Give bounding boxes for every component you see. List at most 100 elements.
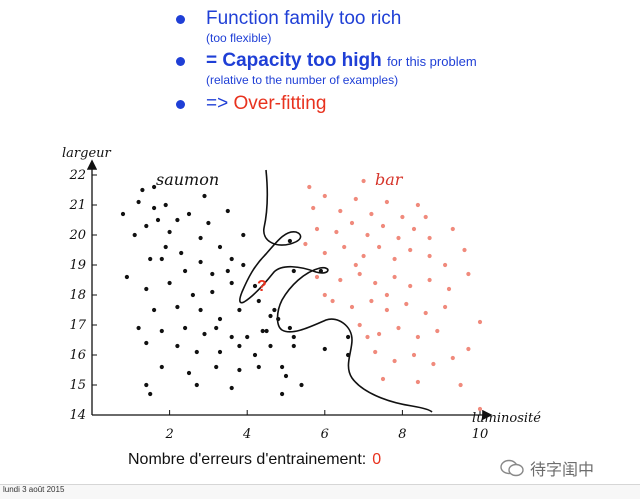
saumon-point — [194, 382, 199, 388]
y-tick-label: 21 — [68, 198, 86, 213]
saumon-point — [346, 334, 351, 340]
saumon-point — [144, 286, 149, 292]
bullet-function-family: Function family too rich (too flexible) — [176, 8, 576, 45]
y-tick-label: 14 — [69, 408, 86, 423]
bar-point — [353, 262, 358, 268]
bar-point — [400, 214, 405, 220]
saumon-point — [210, 271, 215, 277]
saumon-point — [346, 352, 351, 358]
bar-point — [427, 277, 432, 283]
salmon-class-label: saumon — [156, 170, 219, 189]
saumon-point — [144, 223, 149, 229]
salmon-series — [120, 184, 351, 397]
bar-point — [349, 304, 355, 310]
error-count-label: Nombre d'erreurs d'entrainement: — [128, 451, 367, 468]
bar-point — [384, 199, 389, 205]
saumon-point — [155, 217, 161, 223]
bar-point — [411, 226, 417, 232]
saumon-point — [202, 193, 207, 199]
saumon-point — [132, 232, 137, 238]
bar-point — [392, 274, 397, 280]
bar-point — [365, 232, 370, 238]
error-count-line: Nombre d'erreurs d'entrainement: 0 — [128, 451, 381, 469]
saumon-point — [183, 325, 188, 331]
bar-point — [361, 253, 366, 259]
saumon-point — [229, 280, 234, 286]
saumon-point — [159, 256, 164, 262]
bar-point — [450, 226, 455, 232]
saumon-point — [229, 256, 234, 262]
saumon-point — [217, 349, 223, 355]
x-tick-label: 8 — [398, 427, 406, 442]
saumon-point — [167, 229, 172, 235]
saumon-point — [268, 343, 273, 349]
bar-point — [404, 301, 409, 307]
x-axis-label: luminosité — [472, 411, 541, 426]
saumon-point — [152, 205, 157, 211]
bar-point — [396, 325, 401, 331]
bar-point — [384, 307, 389, 313]
saumon-point — [291, 343, 296, 349]
bar-point — [415, 334, 420, 340]
y-tick-label: 18 — [69, 288, 86, 303]
footer-date: lundi 3 août 2015 — [3, 485, 65, 494]
bar-point — [349, 220, 355, 226]
saumon-point — [214, 364, 219, 370]
bullet-dot-icon — [176, 57, 185, 66]
bar-point — [322, 193, 327, 199]
footer-bar — [0, 484, 640, 499]
saumon-point — [229, 385, 234, 391]
saumon-point — [167, 280, 172, 286]
bullet-subtext: (relative to the number of examples) — [206, 73, 399, 87]
saumon-point — [206, 220, 211, 226]
watermark: 待字闺中 — [500, 456, 594, 480]
saumon-point — [190, 292, 195, 298]
bar-point — [373, 349, 378, 355]
bar-point — [338, 208, 343, 214]
saumon-point — [163, 244, 168, 250]
bar-point — [477, 319, 483, 325]
saumon-point — [186, 370, 192, 376]
bar-point — [392, 358, 397, 364]
bullet-capacity: = Capacity too high for this problem (re… — [176, 50, 576, 87]
bar-point — [377, 331, 382, 337]
bar-point — [443, 304, 448, 310]
bar-point — [392, 256, 397, 262]
bar-point — [314, 274, 320, 280]
bar-point — [443, 262, 448, 268]
bar-point — [408, 283, 413, 289]
saumon-point — [318, 268, 323, 274]
decision-boundary — [239, 169, 433, 413]
saumon-point — [194, 349, 199, 355]
y-tick-label: 16 — [69, 348, 86, 363]
saumon-point — [198, 235, 203, 241]
y-tick-label: 20 — [68, 228, 86, 243]
saumon-point — [179, 250, 184, 256]
saumon-point — [256, 364, 261, 370]
bar-point — [462, 247, 467, 253]
saumon-point — [276, 316, 281, 322]
saumon-point — [152, 307, 157, 313]
bar-point — [423, 214, 428, 220]
bar-point — [307, 184, 312, 190]
saumon-point — [291, 334, 296, 340]
bar-point — [322, 292, 327, 298]
bullet-arrow: => — [206, 93, 229, 114]
saumon-point — [124, 274, 129, 280]
bar-point — [373, 280, 378, 286]
saumon-point — [144, 340, 149, 346]
saumon-point — [256, 298, 261, 304]
saumon-point — [183, 268, 188, 274]
saumon-point — [252, 352, 258, 358]
saumon-point — [280, 364, 285, 370]
saumon-point — [264, 328, 269, 334]
y-tick-label: 17 — [69, 318, 86, 333]
saumon-point — [287, 325, 292, 331]
saumon-point — [245, 334, 250, 340]
bullet-list: Function family too rich (too flexible) … — [176, 8, 576, 115]
saumon-point — [237, 367, 242, 373]
bar-point — [303, 241, 308, 247]
bar-point — [353, 196, 358, 202]
saumon-point — [140, 187, 145, 193]
